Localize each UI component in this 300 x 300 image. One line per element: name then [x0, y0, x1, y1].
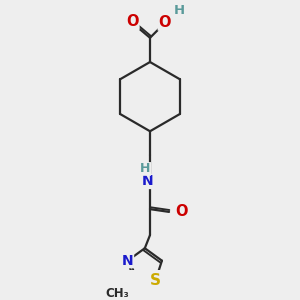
Text: CH₃: CH₃ — [105, 287, 129, 300]
Text: O: O — [158, 15, 171, 30]
Text: H: H — [140, 162, 151, 176]
Text: H: H — [173, 4, 185, 17]
Text: N: N — [141, 174, 153, 188]
Text: O: O — [126, 14, 139, 29]
Text: O: O — [175, 204, 188, 219]
Text: S: S — [150, 273, 161, 288]
Text: N: N — [122, 254, 134, 268]
